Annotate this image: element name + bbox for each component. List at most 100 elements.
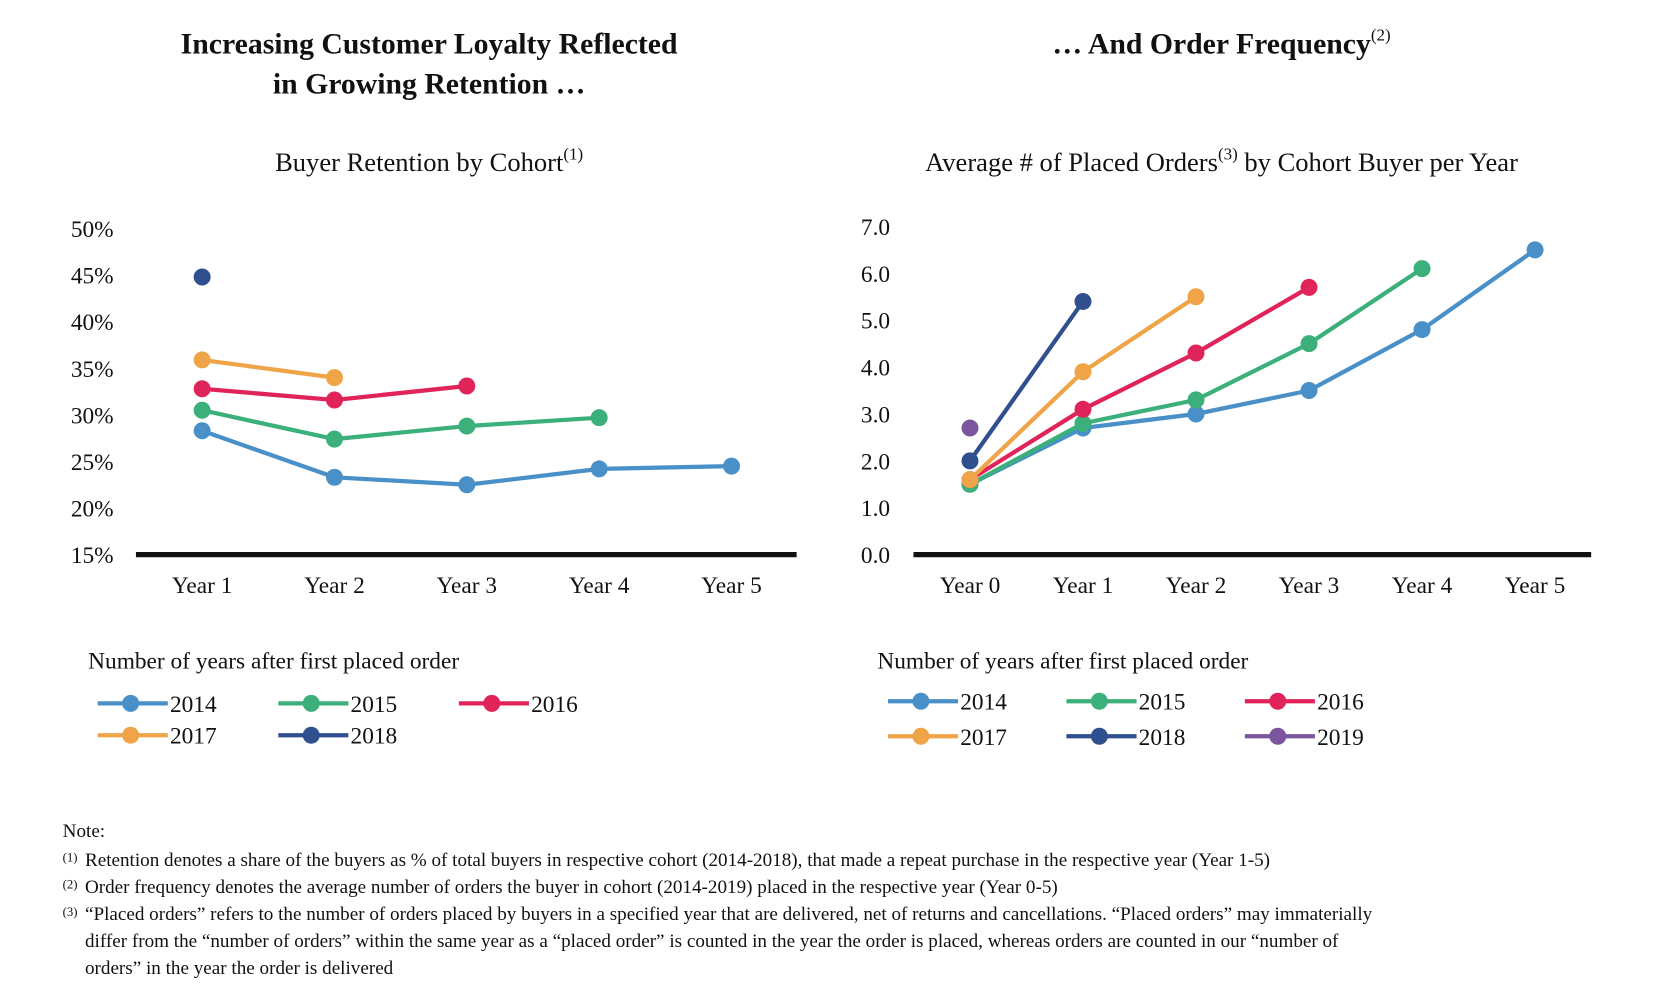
data-point <box>1187 391 1205 409</box>
legend-label: 2017 <box>960 725 1007 751</box>
note-text: Retention denotes a share of the buyers … <box>85 850 1270 871</box>
legend-label: 2015 <box>1139 690 1186 716</box>
data-point <box>1074 363 1092 381</box>
data-point <box>590 409 608 427</box>
series-line <box>201 408 600 442</box>
legend-marker <box>1269 692 1287 710</box>
data-point <box>325 369 343 387</box>
subtitle-text: Buyer Retention by Cohort <box>275 147 564 177</box>
y-tick-label: 50% <box>71 217 114 243</box>
x-tick-label: Year 1 <box>172 573 233 599</box>
data-point <box>1074 400 1092 418</box>
panel-title-text: Increasing Customer Loyalty Reflected <box>181 27 678 60</box>
panel-title-sup: (2) <box>1371 26 1391 45</box>
legend-marker <box>483 694 501 712</box>
y-tick-label: 3.0 <box>861 402 890 428</box>
data-point <box>1526 241 1544 259</box>
y-tick-label: 0.0 <box>861 543 890 569</box>
data-point <box>961 419 979 437</box>
series-line <box>968 285 1311 482</box>
data-point <box>458 476 476 494</box>
y-tick-label: 35% <box>71 357 114 383</box>
subtitle-sup: (3) <box>1218 145 1238 164</box>
data-point <box>325 391 343 409</box>
legend-label: 2018 <box>351 724 398 750</box>
legend-marker <box>912 727 930 745</box>
legend-label: 2017 <box>170 724 217 750</box>
y-tick-label: 6.0 <box>861 262 890 288</box>
legend-label: 2014 <box>960 690 1007 716</box>
legend-label: 2018 <box>1139 725 1186 751</box>
data-point <box>1413 321 1431 339</box>
y-tick-label: 4.0 <box>861 356 890 382</box>
y-tick-label: 2.0 <box>861 449 890 475</box>
x-tick-label: Year 4 <box>1392 573 1453 599</box>
note-text: differ from the “number of orders” withi… <box>85 931 1339 952</box>
y-tick-label: 7.0 <box>861 215 890 241</box>
legend-marker <box>122 726 140 744</box>
y-tick-label: 5.0 <box>861 309 890 335</box>
data-point <box>1074 414 1092 432</box>
x-tick-label: Year 0 <box>940 573 1001 599</box>
data-point <box>1413 260 1431 278</box>
legend-marker <box>1090 692 1108 710</box>
data-point <box>1187 344 1205 362</box>
data-point <box>961 471 979 489</box>
legend-label: 2014 <box>170 692 217 718</box>
y-tick-label: 20% <box>71 497 114 523</box>
note-marker: (3) <box>63 905 78 919</box>
data-point <box>458 377 476 395</box>
panel-title-text: … And Order Frequency <box>1052 27 1371 60</box>
note-marker: (2) <box>63 878 78 892</box>
x-tick-label: Year 5 <box>701 573 762 599</box>
legend-marker <box>1269 727 1287 745</box>
data-point <box>1300 278 1318 296</box>
x-axis-label: Number of years after first placed order <box>88 648 459 674</box>
data-point <box>193 422 211 440</box>
y-tick-label: 30% <box>71 403 114 429</box>
chart-subtitle: Buyer Retention by Cohort(1) <box>275 145 583 178</box>
legend-label: 2016 <box>1317 690 1364 716</box>
data-point <box>961 452 979 470</box>
x-tick-label: Year 5 <box>1505 573 1566 599</box>
series-line <box>969 248 1537 487</box>
series-line <box>968 294 1198 482</box>
data-point <box>1074 292 1092 310</box>
data-point <box>325 468 343 486</box>
y-tick-label: 45% <box>71 264 114 290</box>
notes-heading: Note: <box>63 821 105 842</box>
panel-title: in Growing Retention … <box>273 68 586 101</box>
data-point <box>325 430 343 448</box>
legend-label: 2015 <box>351 692 398 718</box>
x-tick-label: Year 2 <box>1166 573 1227 599</box>
note-text: “Placed orders” refers to the number of … <box>85 904 1373 925</box>
legend-marker <box>1090 727 1108 745</box>
data-point <box>193 351 211 369</box>
y-tick-label: 25% <box>71 450 114 476</box>
legend-marker <box>302 726 320 744</box>
x-axis-label: Number of years after first placed order <box>877 648 1248 674</box>
x-tick-label: Year 1 <box>1053 573 1114 599</box>
subtitle-sup: (1) <box>563 145 583 164</box>
data-point <box>1187 405 1205 423</box>
y-tick-label: 1.0 <box>861 496 890 522</box>
x-tick-label: Year 4 <box>569 573 630 599</box>
data-point <box>193 380 211 398</box>
data-point <box>1300 335 1318 353</box>
panel-title: … And Order Frequency(2) <box>1052 26 1390 61</box>
legend-label: 2016 <box>531 692 578 718</box>
series-line <box>968 300 1085 463</box>
legend-marker <box>302 694 320 712</box>
y-tick-label: 40% <box>71 310 114 336</box>
note-text: orders” in the year the order is deliver… <box>85 958 394 979</box>
note-marker: (1) <box>63 851 78 865</box>
y-tick-label: 15% <box>71 543 114 569</box>
legend-label: 2019 <box>1317 725 1364 751</box>
note-text: Order frequency denotes the average numb… <box>85 877 1058 898</box>
panel-title-text: in Growing Retention … <box>273 68 586 101</box>
data-point <box>590 460 608 478</box>
series-line <box>201 357 335 380</box>
legend-marker <box>122 694 140 712</box>
data-point <box>1300 382 1318 400</box>
